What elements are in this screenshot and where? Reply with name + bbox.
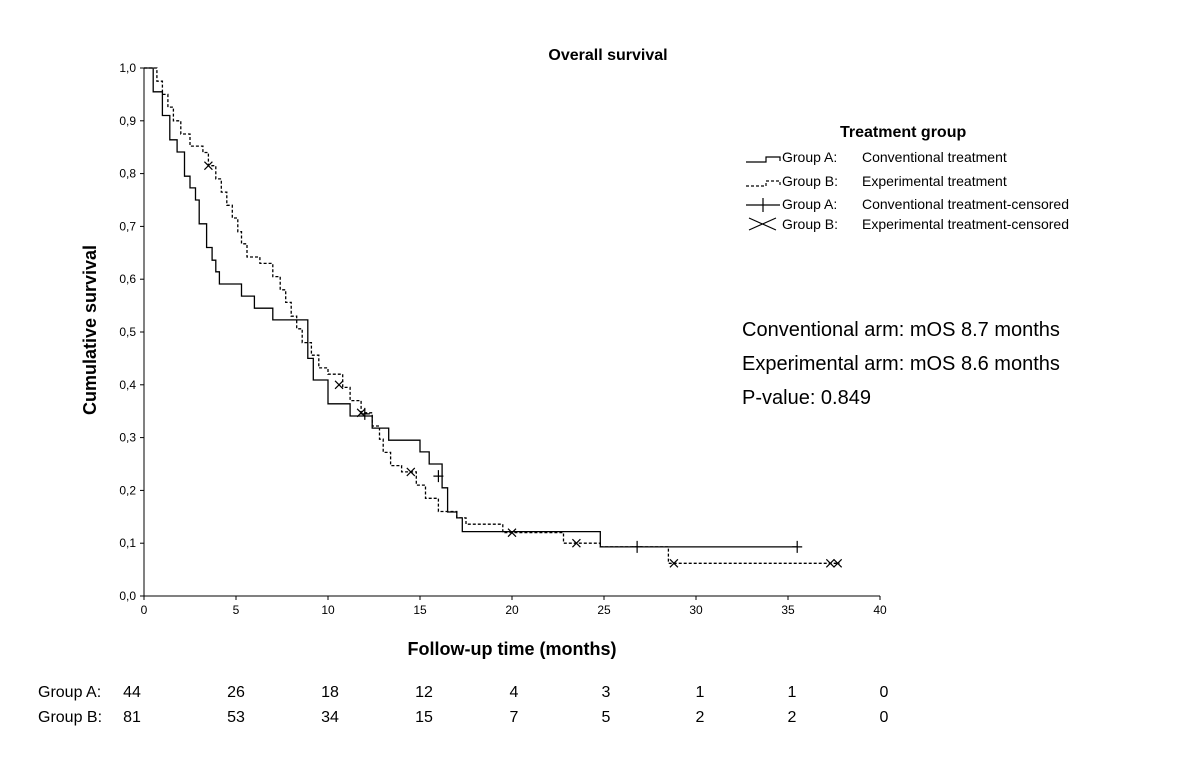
legend-symbol-cross xyxy=(748,217,777,231)
censor-mark-group-a xyxy=(433,470,444,483)
risk-table-row-label: Group B: xyxy=(38,709,102,726)
risk-table: Group A: 44 26 18 12 4 3 1 1 0 Group B: 81 53 34 15 7 5 2… xyxy=(38,684,889,726)
y-tick-label: 0,4 xyxy=(119,378,136,392)
legend-group-label: Group A: xyxy=(782,149,837,165)
censor-mark-group-b xyxy=(825,558,835,568)
censor-mark-group-b xyxy=(571,538,581,548)
y-tick-label: 0,1 xyxy=(119,536,136,550)
y-tick-label: 0,7 xyxy=(119,219,136,233)
risk-table-cell: 1 xyxy=(788,684,797,701)
legend-entry-label: Experimental treatment xyxy=(862,173,1007,189)
x-tick-label: 25 xyxy=(597,603,611,617)
risk-table-cell: 15 xyxy=(415,709,433,726)
survival-curve-group-a xyxy=(144,67,798,548)
x-tick-label: 5 xyxy=(233,603,240,617)
x-tick-label: 10 xyxy=(321,603,335,617)
censor-mark-group-a xyxy=(632,540,643,553)
chart-title: Overall survival xyxy=(548,47,667,64)
censor-mark-group-b xyxy=(203,161,213,171)
risk-table-cell: 26 xyxy=(227,684,245,701)
risk-table-cell: 12 xyxy=(415,684,433,701)
censor-marks xyxy=(203,161,843,568)
y-tick-label: 0,0 xyxy=(119,589,136,603)
x-tick-label: 30 xyxy=(689,603,703,617)
risk-table-cell: 5 xyxy=(602,709,611,726)
legend-group-label: Group A: xyxy=(782,196,837,212)
legend-title: Treatment group xyxy=(840,124,966,141)
annotation-p-value: P-value: 0.849 xyxy=(742,387,871,409)
censor-mark-group-b xyxy=(406,467,416,477)
legend-symbol-dashed-step xyxy=(746,180,781,187)
y-tick-label: 0,8 xyxy=(119,167,136,181)
legend-entry-label: Conventional treatment-censored xyxy=(862,196,1069,212)
legend-group-label: Group B: xyxy=(782,173,838,189)
x-tick-label: 15 xyxy=(413,603,427,617)
x-tick-label: 20 xyxy=(505,603,519,617)
risk-table-cell: 0 xyxy=(880,709,889,726)
y-tick-label: 0,5 xyxy=(119,325,136,339)
censor-mark-group-b xyxy=(833,558,843,568)
y-tick-label: 1,0 xyxy=(119,61,136,75)
risk-table-cell: 3 xyxy=(602,684,611,701)
risk-table-cell: 81 xyxy=(123,709,141,726)
risk-table-row-label: Group A: xyxy=(38,684,101,701)
risk-table-cell: 4 xyxy=(510,684,519,701)
legend: Treatment group Group A: Conventional tre… xyxy=(746,124,1069,232)
ticks: 0 5 10 15 20 25 30 35 40 0,0 0,1 0,2 0,3 0,4 0,5 0,6 0,7… xyxy=(119,61,887,617)
censor-mark-group-b xyxy=(334,380,344,390)
legend-entry-label: Experimental treatment-censored xyxy=(862,216,1069,232)
annotation-experimental: Experimental arm: mOS 8.6 months xyxy=(742,353,1060,375)
risk-table-cell: 1 xyxy=(696,684,705,701)
censor-mark-group-b xyxy=(507,528,517,538)
legend-entries: Group A: Conventional treatment Group B: Ex… xyxy=(746,149,1069,232)
survival-curves xyxy=(144,67,840,564)
y-tick-label: 0,3 xyxy=(119,431,136,445)
annotation-conventional: Conventional arm: mOS 8.7 months xyxy=(742,319,1060,341)
risk-table-cell: 7 xyxy=(510,709,519,726)
censor-mark-group-a xyxy=(792,540,803,553)
survival-curve-group-b xyxy=(144,67,840,564)
risk-table-cell: 0 xyxy=(880,684,889,701)
y-tick-label: 0,9 xyxy=(119,114,136,128)
risk-table-cell: 53 xyxy=(227,709,245,726)
y-tick-label: 0,6 xyxy=(119,272,136,286)
x-tick-label: 0 xyxy=(141,603,148,617)
legend-group-label: Group B: xyxy=(782,216,838,232)
y-axis-label: Cumulative survival xyxy=(80,245,100,415)
risk-table-cell: 2 xyxy=(696,709,705,726)
risk-table-cell: 2 xyxy=(788,709,797,726)
risk-table-cell: 18 xyxy=(321,684,339,701)
legend-entry-label: Conventional treatment xyxy=(862,149,1007,165)
legend-symbol-plus xyxy=(746,198,780,212)
x-tick-label: 35 xyxy=(781,603,795,617)
annotations: Conventional arm: mOS 8.7 months Experim… xyxy=(742,319,1060,409)
y-tick-label: 0,2 xyxy=(119,483,136,497)
censor-mark-group-b xyxy=(669,558,679,568)
legend-symbol-solid-step xyxy=(746,156,781,163)
x-axis-label: Follow-up time (months) xyxy=(408,639,617,659)
x-tick-label: 40 xyxy=(873,603,887,617)
risk-table-cell: 34 xyxy=(321,709,339,726)
censor-mark-group-b xyxy=(356,408,366,418)
risk-table-cell: 44 xyxy=(123,684,141,701)
